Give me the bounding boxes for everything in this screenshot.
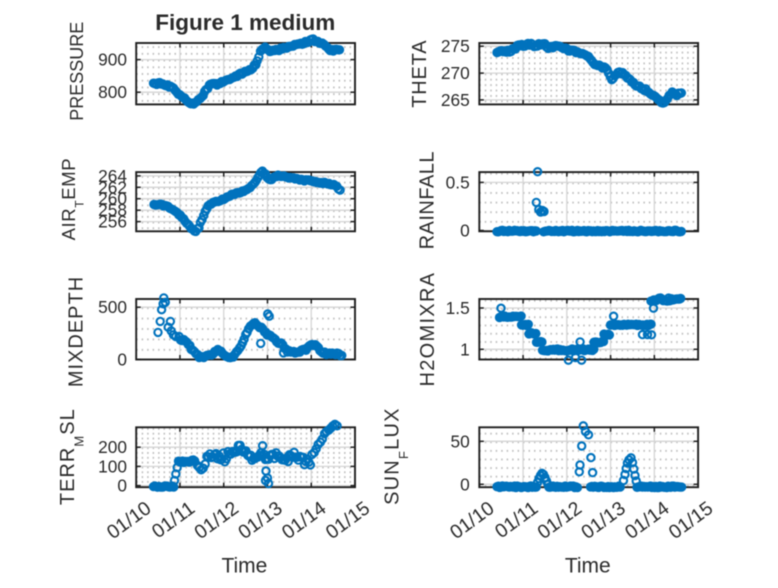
svg-text:258: 258 [98,200,127,220]
svg-text:Figure 1 medium: Figure 1 medium [155,10,335,35]
svg-text:800: 800 [98,82,127,102]
svg-text:50: 50 [450,431,469,451]
svg-text:262: 262 [98,177,127,197]
svg-text:1: 1 [460,339,470,359]
svg-text:H2OMIXRA: H2OMIXRA [417,272,439,387]
svg-text:Time: Time [565,555,611,578]
svg-text:MIXDEPTH: MIXDEPTH [66,276,88,387]
svg-text:265: 265 [441,90,470,110]
svg-text:100: 100 [98,456,127,476]
svg-text:270: 270 [441,63,470,83]
svg-text:SUNF​LUX: SUNF​LUX [382,407,411,505]
svg-text:500: 500 [98,297,127,317]
svg-text:0: 0 [117,349,127,369]
svg-text:260: 260 [98,189,127,209]
svg-text:0: 0 [117,476,127,496]
svg-text:0.5: 0.5 [446,172,470,192]
svg-text:Time: Time [221,555,267,578]
svg-text:200: 200 [98,437,127,457]
svg-text:0: 0 [460,474,470,494]
svg-text:THETA: THETA [409,40,431,108]
svg-text:AIRT​EMP: AIRT​EMP [58,158,87,241]
svg-text:264: 264 [98,166,127,186]
svg-text:RAINFALL: RAINFALL [417,151,439,249]
svg-text:1.5: 1.5 [446,298,470,318]
svg-text:0: 0 [460,221,470,241]
svg-text:TERRM​SL: TERRM​SL [57,408,86,505]
svg-text:256: 256 [98,212,127,232]
svg-text:275: 275 [441,36,470,56]
svg-text:PRESSURE: PRESSURE [67,22,87,121]
svg-text:900: 900 [98,50,127,70]
